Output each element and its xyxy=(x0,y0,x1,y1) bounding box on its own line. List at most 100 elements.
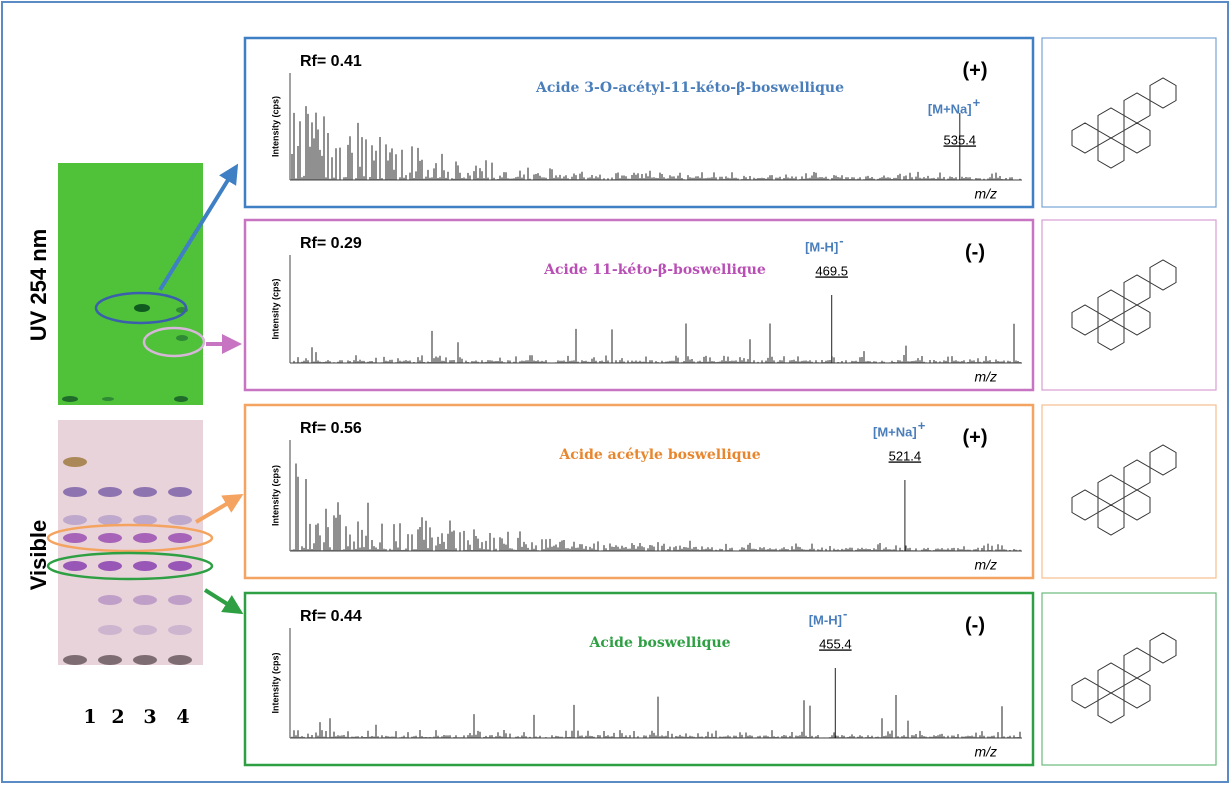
band xyxy=(133,533,157,543)
ring xyxy=(1071,304,1099,336)
lane-label: 4 xyxy=(176,706,189,728)
band xyxy=(168,487,192,497)
ring xyxy=(1149,259,1177,291)
rf-label: Rf= 0.41 xyxy=(300,53,362,70)
arrow xyxy=(158,163,239,292)
ion-charge: - xyxy=(843,606,847,621)
band xyxy=(133,515,157,525)
band xyxy=(133,625,157,635)
highlight xyxy=(94,291,188,325)
rf-label: Rf= 0.29 xyxy=(300,235,362,252)
structure-box xyxy=(1041,37,1217,208)
ring xyxy=(1097,107,1125,139)
ion-charge: - xyxy=(839,233,843,248)
ring xyxy=(1123,92,1151,124)
band xyxy=(63,515,87,525)
y-axis-label: Intensity (cps) xyxy=(270,96,280,157)
peak-label: 469.5 xyxy=(815,263,848,278)
ring xyxy=(1097,504,1125,536)
band xyxy=(98,561,122,571)
compound-name: Acide boswellique xyxy=(588,635,730,651)
band xyxy=(98,515,122,525)
highlight xyxy=(46,551,214,581)
band xyxy=(63,561,87,571)
ring xyxy=(1097,319,1125,351)
structure-box xyxy=(1041,404,1217,579)
ion-charge: + xyxy=(918,418,926,433)
band xyxy=(133,595,157,605)
spot xyxy=(62,396,78,402)
uv-plate xyxy=(58,163,203,405)
polarity: (+) xyxy=(963,59,988,81)
band xyxy=(168,515,192,525)
band xyxy=(98,487,122,497)
ring xyxy=(1123,647,1151,679)
structure-box xyxy=(1041,219,1217,391)
ring xyxy=(1123,304,1151,336)
ring xyxy=(1123,677,1151,709)
arrow xyxy=(203,588,244,615)
ring xyxy=(1123,459,1151,491)
spectrum-trace xyxy=(293,295,1021,363)
highlight xyxy=(46,523,214,553)
peak-label: 455.4 xyxy=(819,636,852,651)
band xyxy=(63,457,87,467)
band xyxy=(168,625,192,635)
band xyxy=(98,533,122,543)
arrow xyxy=(194,493,244,524)
x-axis-label: m/z xyxy=(974,186,997,202)
band xyxy=(63,487,87,497)
spectrum-panel xyxy=(243,218,1035,392)
ring xyxy=(1123,274,1151,306)
uv-label: UV 254 nm xyxy=(26,229,51,342)
spot xyxy=(174,396,188,402)
polarity: (+) xyxy=(963,426,988,448)
band xyxy=(168,595,192,605)
compound-name: Acide 3-O-acétyl-11-kéto-β-boswellique xyxy=(535,80,844,96)
ring xyxy=(1097,289,1125,321)
spectrum-panel xyxy=(243,36,1035,209)
ring xyxy=(1097,474,1125,506)
polarity: (-) xyxy=(965,614,985,636)
band xyxy=(133,487,157,497)
band xyxy=(98,655,122,665)
ring xyxy=(1123,122,1151,154)
spot xyxy=(176,335,188,341)
band xyxy=(98,625,122,635)
ion-label: [M-H] xyxy=(805,239,838,254)
y-axis-label: Intensity (cps) xyxy=(270,278,280,339)
spectrum-panel xyxy=(243,591,1035,767)
x-axis-label: m/z xyxy=(974,744,997,760)
band xyxy=(168,655,192,665)
band xyxy=(98,595,122,605)
ion-charge: + xyxy=(973,95,981,110)
ion-label: [M+Na] xyxy=(928,101,972,116)
bands xyxy=(63,457,192,665)
spot xyxy=(102,397,114,401)
ring xyxy=(1071,489,1099,521)
ring xyxy=(1149,444,1177,476)
spectrum-panel xyxy=(243,403,1035,580)
lane-label: 1 xyxy=(83,706,96,728)
x-axis-label: m/z xyxy=(974,369,997,385)
polarity: (-) xyxy=(965,241,985,263)
ring xyxy=(1071,122,1099,154)
ring xyxy=(1149,632,1177,664)
spectrum-trace xyxy=(291,106,1021,180)
band xyxy=(63,655,87,665)
highlight xyxy=(142,326,206,358)
ring xyxy=(1123,489,1151,521)
rf-label: Rf= 0.44 xyxy=(300,608,362,625)
ring xyxy=(1097,692,1125,724)
spot xyxy=(134,304,150,312)
band xyxy=(168,561,192,571)
spectrum-trace xyxy=(291,463,1021,551)
spectrum-trace xyxy=(291,668,1021,738)
ring xyxy=(1071,677,1099,709)
compound-name: Acide 11-kéto-β-boswellique xyxy=(543,262,766,278)
ring xyxy=(1097,137,1125,169)
ring xyxy=(1097,662,1125,694)
peak-label: 535.4 xyxy=(944,132,977,147)
lane-label: 3 xyxy=(143,706,156,728)
